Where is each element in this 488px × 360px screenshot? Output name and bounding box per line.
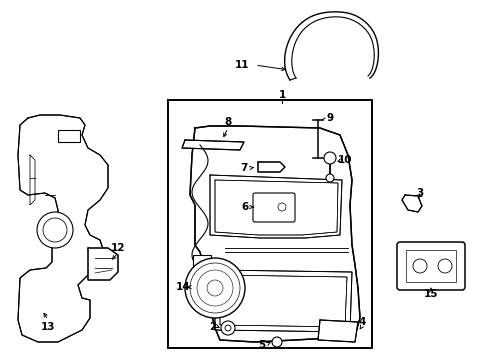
Circle shape	[206, 280, 223, 296]
Polygon shape	[18, 115, 108, 342]
Text: 12: 12	[110, 243, 125, 253]
Circle shape	[412, 259, 426, 273]
Polygon shape	[317, 320, 357, 342]
Text: 2: 2	[209, 322, 216, 332]
Circle shape	[324, 152, 335, 164]
Bar	[405, 250, 455, 282]
Polygon shape	[88, 248, 118, 280]
Text: 9: 9	[326, 113, 333, 123]
Polygon shape	[209, 175, 341, 238]
Circle shape	[437, 259, 451, 273]
Bar	[193, 255, 210, 267]
Polygon shape	[215, 270, 351, 332]
Polygon shape	[190, 126, 359, 342]
Text: 7: 7	[240, 163, 247, 173]
Text: 15: 15	[423, 289, 437, 299]
Circle shape	[325, 174, 333, 182]
Circle shape	[221, 321, 235, 335]
Polygon shape	[168, 100, 371, 348]
Circle shape	[224, 325, 230, 331]
Circle shape	[184, 258, 244, 318]
Polygon shape	[182, 140, 244, 150]
Polygon shape	[215, 180, 337, 235]
Text: 1: 1	[278, 90, 285, 100]
Text: 11: 11	[234, 60, 249, 70]
Text: 3: 3	[415, 188, 423, 198]
Polygon shape	[220, 275, 346, 327]
Bar	[58, 130, 80, 142]
Circle shape	[190, 263, 240, 313]
FancyBboxPatch shape	[252, 193, 294, 222]
Polygon shape	[258, 162, 285, 172]
Text: 6: 6	[241, 202, 248, 212]
Text: 8: 8	[224, 117, 231, 127]
Circle shape	[37, 212, 73, 248]
Text: 10: 10	[337, 155, 351, 165]
Text: 13: 13	[41, 322, 55, 332]
FancyBboxPatch shape	[396, 242, 464, 290]
Text: 5: 5	[258, 340, 265, 350]
Polygon shape	[401, 195, 421, 212]
Text: 14: 14	[175, 282, 190, 292]
Circle shape	[271, 337, 282, 347]
Circle shape	[43, 218, 67, 242]
Text: 4: 4	[358, 317, 365, 327]
Circle shape	[197, 270, 232, 306]
Circle shape	[278, 203, 285, 211]
